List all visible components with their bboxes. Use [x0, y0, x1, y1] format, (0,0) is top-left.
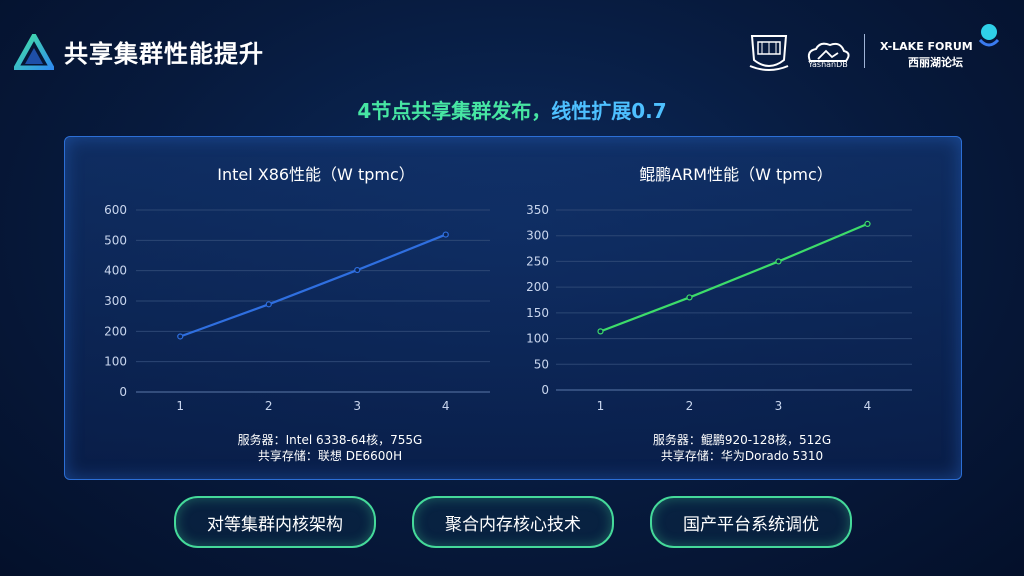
- kunpeng-y-tick-label: 50: [534, 357, 549, 371]
- intel-x-tick-label: 3: [353, 399, 361, 413]
- kunpeng-x-tick-label: 4: [864, 399, 872, 413]
- kunpeng-series-line: [600, 222, 868, 333]
- intel-x-tick-label: 1: [176, 399, 184, 413]
- right-caption-server: 服务器：鲲鹏920-128核，512G: [652, 433, 832, 447]
- intel-data-point: [265, 301, 272, 308]
- peer-cluster-kernel-button[interactable]: 对等集群内核架构: [174, 496, 376, 548]
- kunpeng-y-tick-label: 0: [541, 383, 549, 397]
- kunpeng-data-point: [686, 294, 693, 301]
- intel-data-point: [442, 231, 449, 238]
- intel-data-point: [177, 333, 184, 340]
- kunpeng-y-tick-label: 250: [526, 254, 549, 268]
- right-chart-caption: 服务器：鲲鹏920-128核，512G 共享存储：华为Dorado 5310: [592, 432, 892, 464]
- forum-name-en: X-LAKE FORUM: [880, 40, 973, 53]
- left-caption-storage: 共享存储：联想 DE6600H: [257, 449, 403, 463]
- subtitle-part2: 线性扩展0.7: [551, 99, 667, 123]
- intel-x-tick-label: 2: [265, 399, 273, 413]
- kunpeng-y-tick-label: 300: [526, 229, 549, 243]
- intel-y-tick-label: 400: [104, 264, 127, 278]
- aggregated-memory-button[interactable]: 聚合内存核心技术: [412, 496, 614, 548]
- kunpeng-chart-title: 鲲鹏ARM性能（W tpmc）: [639, 165, 833, 184]
- yashandb-logo-icon: [807, 42, 850, 62]
- forum-name-zh: 西丽湖论坛: [908, 56, 963, 69]
- kunpeng-x-tick-label: 1: [597, 399, 605, 413]
- kunpeng-x-tick-label: 2: [686, 399, 694, 413]
- charts-panel: [64, 136, 962, 480]
- domestic-platform-tuning-button[interactable]: 国产平台系统调优: [650, 496, 852, 548]
- kunpeng-y-tick-label: 200: [526, 280, 549, 294]
- brand-logo-icon: [14, 34, 54, 70]
- left-chart-caption: 服务器：Intel 6338-64核，755G 共享存储：联想 DE6600H: [180, 432, 480, 464]
- yashandb-logo-text: YashanDB: [808, 60, 848, 69]
- intel-data-point: [354, 266, 361, 274]
- intel-y-tick-label: 0: [119, 385, 127, 399]
- kunpeng-data-point: [864, 220, 871, 227]
- kunpeng-x-tick-label: 3: [775, 399, 783, 413]
- university-crest-logo: [749, 35, 789, 71]
- intel-y-tick-label: 200: [104, 324, 127, 338]
- page-title: 共享集群性能提升: [64, 40, 264, 68]
- intel-y-tick-label: 500: [104, 233, 127, 247]
- intel-x-tick-label: 4: [442, 399, 450, 413]
- kunpeng-y-tick-label: 100: [526, 332, 549, 346]
- kunpeng-data-point: [597, 328, 604, 335]
- kunpeng-data-point: [775, 258, 782, 265]
- kunpeng-y-tick-label: 150: [526, 306, 549, 320]
- right-caption-storage: 共享存储：华为Dorado 5310: [660, 449, 824, 463]
- kunpeng-y-tick-label: 350: [526, 203, 549, 217]
- subtitle-part1: 4节点共享集群发布，: [357, 99, 552, 123]
- left-caption-server: 服务器：Intel 6338-64核，755G: [237, 433, 423, 447]
- slide-subtitle: 4节点共享集群发布，线性扩展0.7: [0, 95, 1024, 124]
- intel-chart-title: Intel X86性能（W tpmc）: [217, 165, 415, 184]
- intel-y-tick-label: 300: [104, 294, 127, 308]
- intel-series-line: [179, 233, 447, 338]
- forum-logo-icon: [978, 24, 1000, 47]
- intel-y-tick-label: 100: [104, 355, 127, 369]
- intel-y-tick-label: 600: [104, 203, 127, 217]
- header-divider: [864, 34, 865, 68]
